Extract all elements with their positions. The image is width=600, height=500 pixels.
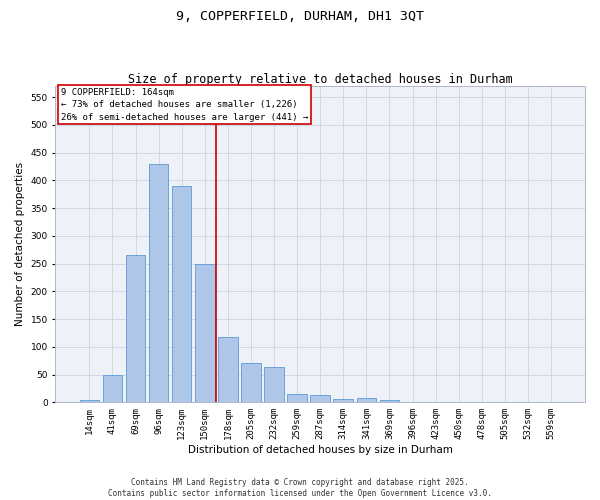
Bar [218, 337, 238, 402]
Bar [310, 394, 330, 402]
Bar [103, 374, 122, 402]
Bar [80, 400, 99, 402]
Title: Size of property relative to detached houses in Durham: Size of property relative to detached ho… [128, 73, 512, 86]
Text: 9 COPPERFIELD: 164sqm
← 73% of detached houses are smaller (1,226)
26% of semi-d: 9 COPPERFIELD: 164sqm ← 73% of detached … [61, 88, 308, 122]
Bar [195, 264, 215, 402]
Y-axis label: Number of detached properties: Number of detached properties [15, 162, 25, 326]
X-axis label: Distribution of detached houses by size in Durham: Distribution of detached houses by size … [188, 445, 452, 455]
Bar [241, 364, 261, 403]
Bar [125, 256, 145, 402]
Bar [356, 398, 376, 402]
Bar [149, 164, 169, 402]
Bar [264, 368, 284, 402]
Bar [287, 394, 307, 402]
Bar [172, 186, 191, 402]
Text: 9, COPPERFIELD, DURHAM, DH1 3QT: 9, COPPERFIELD, DURHAM, DH1 3QT [176, 10, 424, 23]
Bar [334, 399, 353, 402]
Text: Contains HM Land Registry data © Crown copyright and database right 2025.
Contai: Contains HM Land Registry data © Crown c… [108, 478, 492, 498]
Bar [380, 400, 400, 402]
